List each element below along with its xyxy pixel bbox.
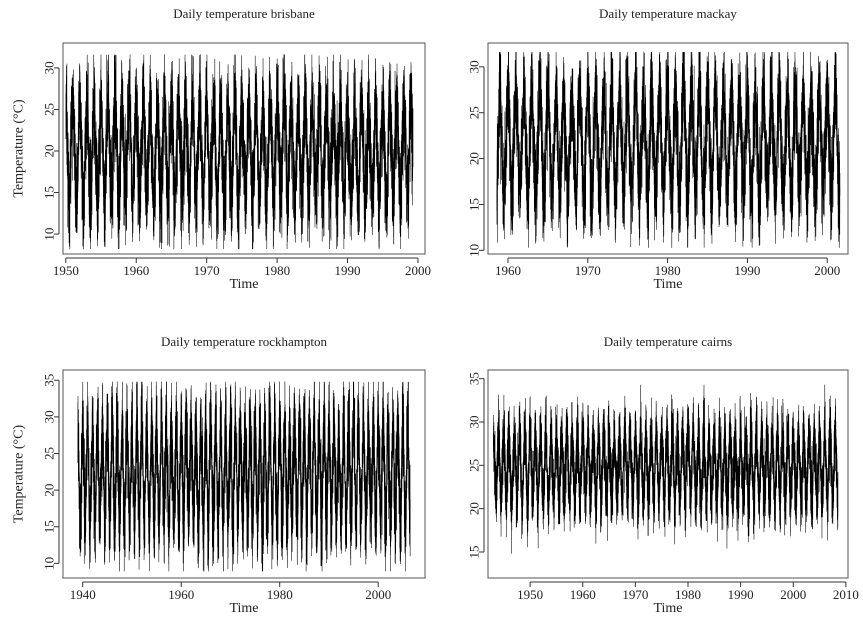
- chart1-brisbane-x-tick-label: 1990: [335, 263, 361, 278]
- chart3-rockhampton-y-tick-label: 15: [42, 520, 57, 533]
- chart4-cairns-y-tick-label: 15: [467, 546, 482, 559]
- chart2-mackay-x-tick-label: 1980: [655, 263, 681, 278]
- chart3-rockhampton-title: Daily temperature rockhampton: [161, 334, 328, 349]
- chart4-cairns-x-tick-label: 1950: [517, 587, 543, 602]
- chart3-rockhampton-y-tick-label: 35: [42, 374, 57, 387]
- chart2-mackay-x-tick-label: 1970: [575, 263, 601, 278]
- chart4-cairns-y-tick-label: 30: [467, 416, 482, 429]
- chart4-cairns-x-tick-label: 2010: [833, 587, 859, 602]
- chart1-brisbane-y-tick-label: 20: [42, 144, 57, 157]
- chart3-rockhampton-y-tick-label: 10: [42, 557, 57, 570]
- chart3-rockhampton-y-tick-label: 30: [42, 410, 57, 423]
- chart3-rockhampton-y-tick-label: 25: [42, 447, 57, 460]
- chart4-cairns-title: Daily temperature cairns: [604, 334, 733, 349]
- chart3-rockhampton-y-axis-label: Temperature (°C): [12, 425, 27, 524]
- chart1-brisbane-x-tick-label: 1950: [53, 263, 79, 278]
- chart4-cairns-x-tick-label: 1980: [675, 587, 701, 602]
- chart4-cairns-y-tick-label: 35: [467, 372, 482, 385]
- chart1-brisbane-y-axis-label: Temperature (°C): [12, 99, 27, 198]
- chart2-mackay-y-tick-label: 30: [467, 60, 482, 73]
- chart2-mackay-series-line: [496, 51, 841, 248]
- chart2-mackay-y-tick-label: 15: [467, 198, 482, 211]
- chart3-rockhampton: Daily temperature rockhampton 1940 1960 198…: [12, 334, 426, 616]
- chart1-brisbane-x-tick-label: 2000: [405, 263, 431, 278]
- chart1-brisbane-y-tick-label: 30: [42, 61, 57, 74]
- chart1-brisbane-plot-frame: [62, 42, 426, 255]
- chart2-mackay-y-tick-label: 10: [467, 244, 482, 257]
- chart1-brisbane-y-tick-label: 25: [42, 103, 57, 116]
- chart3-rockhampton-x-tick-label: 2000: [365, 587, 391, 602]
- chart1-brisbane-series-line: [65, 54, 414, 250]
- chart4-cairns-y-tick-label: 25: [467, 459, 482, 472]
- chart4-cairns-x-tick-label: 1990: [728, 587, 754, 602]
- chart4-cairns-y-tick-label: 20: [467, 502, 482, 515]
- chart3-rockhampton-x-axis-label: Time: [229, 601, 258, 616]
- chart4-cairns-plot-frame: [487, 369, 849, 579]
- chart2-mackay-plot-frame: [487, 42, 849, 255]
- chart1-brisbane-x-tick-label: 1960: [123, 263, 149, 278]
- chart2-mackay-title: Daily temperature mackay: [599, 6, 737, 21]
- chart3-rockhampton-x-tick-label: 1940: [70, 587, 96, 602]
- chart1-brisbane-y-tick-label: 10: [42, 228, 57, 241]
- chart4-cairns-x-tick-label: 1970: [622, 587, 648, 602]
- chart1-brisbane: Daily temperature brisbane 1950 1960 1970 19…: [12, 6, 431, 292]
- chart2-mackay: Daily temperature mackay 1960 1970 1980 1990…: [467, 6, 849, 292]
- chart1-brisbane-title: Daily temperature brisbane: [173, 6, 315, 21]
- chart2-mackay-y-tick-label: 25: [467, 106, 482, 119]
- chart2-mackay-x-tick-label: 1990: [734, 263, 760, 278]
- chart4-cairns-x-axis-label: Time: [653, 601, 682, 616]
- chart2-mackay-x-tick-label: 2000: [814, 263, 840, 278]
- chart3-rockhampton-y-tick-label: 20: [42, 484, 57, 497]
- chart1-brisbane-x-tick-label: 1970: [194, 263, 220, 278]
- chart2-mackay-x-axis-label: Time: [653, 277, 682, 292]
- chart2-mackay-y-tick-label: 20: [467, 152, 482, 165]
- chart3-rockhampton-plot-frame: [62, 369, 426, 579]
- chart3-rockhampton-x-tick-label: 1980: [267, 587, 293, 602]
- chart4-cairns-series-line: [492, 384, 839, 554]
- chart1-brisbane-x-axis-label: Time: [229, 277, 258, 292]
- chart3-rockhampton-x-tick-label: 1960: [168, 587, 194, 602]
- chart1-brisbane-x-tick-label: 1980: [264, 263, 290, 278]
- chart2-mackay-x-tick-label: 1960: [495, 263, 521, 278]
- chart1-brisbane-y-tick-label: 15: [42, 186, 57, 199]
- chart4-cairns-x-tick-label: 2000: [780, 587, 806, 602]
- chart3-rockhampton-series-line: [77, 381, 411, 572]
- chart4-cairns-x-tick-label: 1960: [570, 587, 596, 602]
- chart4-cairns: Daily temperature cairns 1950 1960 1970 1980…: [467, 334, 859, 616]
